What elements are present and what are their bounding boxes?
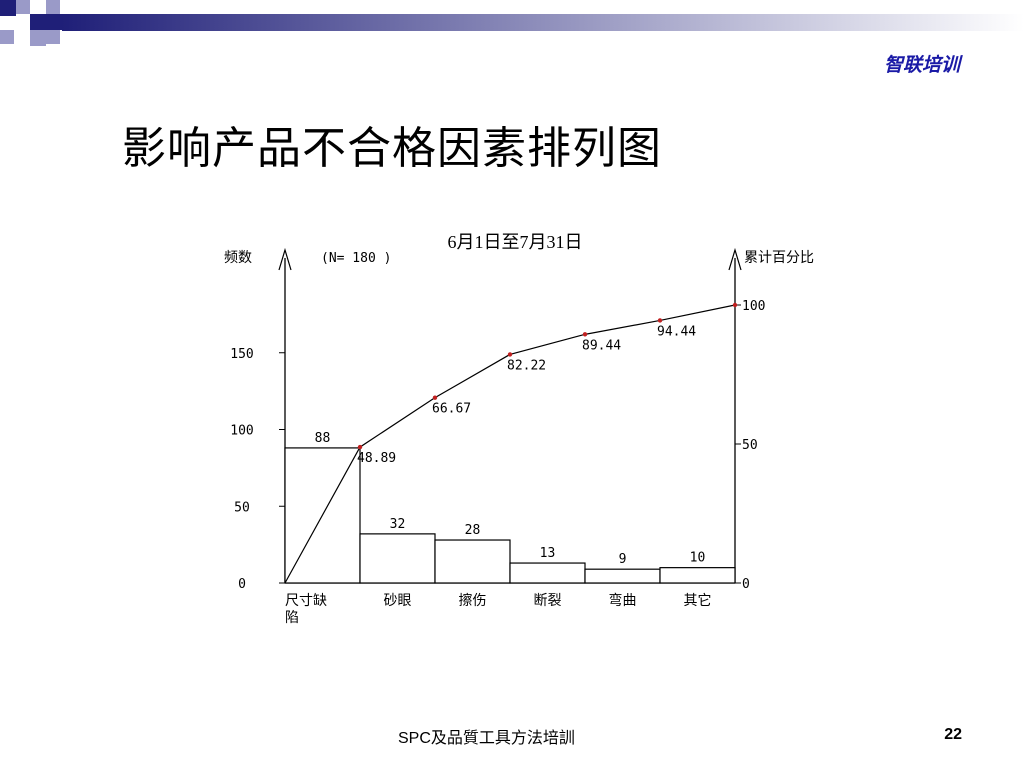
slide-title: 影响产品不合格因素排列图 bbox=[122, 123, 662, 174]
right-tick-label: 0 bbox=[742, 577, 750, 592]
category-label-line2: 陷 bbox=[285, 610, 299, 626]
bar-value-label: 88 bbox=[315, 431, 331, 446]
pareto-chart: 6月1日至7月31日 (N= 180 ) 频数 累计百分比 0 50 100 150 0 50 10… bbox=[224, 232, 814, 626]
decorative-squares bbox=[0, 0, 1024, 46]
category-label: 弯曲 bbox=[609, 592, 637, 609]
decorative-square bbox=[46, 14, 62, 30]
decorative-square bbox=[30, 30, 46, 46]
cumulative-percent-label: 89.44 bbox=[582, 338, 621, 353]
bar-value-label: 28 bbox=[465, 523, 481, 538]
cumulative-point bbox=[507, 352, 513, 357]
bar bbox=[359, 533, 436, 584]
left-axis-label: 频数 bbox=[224, 250, 252, 266]
left-tick-label: 50 bbox=[234, 500, 250, 515]
page-number: 22 bbox=[944, 726, 962, 743]
left-axis-arrow-icon bbox=[278, 247, 292, 271]
left-tick-label: 150 bbox=[230, 347, 253, 362]
decorative-square bbox=[16, 30, 30, 44]
sample-size-note: (N= 180 ) bbox=[321, 251, 391, 266]
right-tick-label: 100 bbox=[742, 299, 765, 314]
right-tick-label: 50 bbox=[742, 438, 758, 453]
bar-value-label: 32 bbox=[390, 517, 406, 532]
decorative-square bbox=[30, 14, 46, 30]
bar bbox=[584, 568, 661, 584]
header-gradient-bar bbox=[62, 14, 1024, 31]
category-label: 擦伤 bbox=[459, 592, 487, 609]
bar-value-label: 9 bbox=[619, 552, 627, 567]
decorative-square bbox=[16, 14, 30, 28]
cumulative-point bbox=[582, 332, 588, 337]
bar bbox=[659, 567, 736, 584]
cumulative-percent-label: 48.89 bbox=[357, 451, 396, 466]
cumulative-percent-label: 82.22 bbox=[507, 358, 546, 373]
decorative-square bbox=[46, 0, 60, 14]
decorative-square bbox=[46, 30, 60, 44]
bar-value-label: 10 bbox=[690, 551, 706, 566]
category-label: 断裂 bbox=[534, 593, 562, 609]
cumulative-point bbox=[657, 318, 663, 323]
right-axis-label: 累计百分比 bbox=[744, 250, 814, 266]
right-axis-arrow-icon bbox=[728, 247, 742, 271]
category-label: 砂眼 bbox=[384, 593, 412, 609]
cumulative-point bbox=[432, 395, 438, 400]
category-label: 其它 bbox=[684, 592, 712, 609]
cumulative-point bbox=[357, 444, 363, 450]
cumulative-percent-label: 94.44 bbox=[657, 324, 696, 339]
bar bbox=[434, 539, 511, 584]
category-label: 尺寸缺 bbox=[285, 593, 327, 609]
left-tick-label: 100 bbox=[230, 424, 253, 439]
left-tick-label: 0 bbox=[238, 577, 246, 592]
bar-value-label: 13 bbox=[540, 546, 556, 561]
chart-title: 6月1日至7月31日 bbox=[448, 232, 583, 252]
brand-label: 智联培训 bbox=[883, 54, 960, 76]
cumulative-point bbox=[732, 302, 738, 308]
decorative-square bbox=[16, 0, 30, 14]
footer-text: SPC及品質工具方法培訓 bbox=[398, 730, 575, 747]
cumulative-percent-label: 66.67 bbox=[432, 402, 471, 417]
bar bbox=[509, 562, 586, 584]
decorative-square bbox=[0, 30, 14, 44]
decorative-square bbox=[0, 0, 16, 16]
